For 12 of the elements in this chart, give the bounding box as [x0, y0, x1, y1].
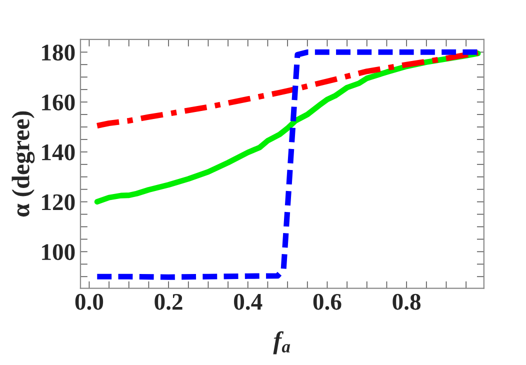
y-tick-label: 140	[42, 144, 75, 160]
x-tick-label: 0.2	[154, 294, 182, 310]
x-tick-label: 0.4	[234, 294, 262, 310]
x-tick-label: 0.6	[313, 294, 342, 310]
y-tick-label: 180	[42, 44, 75, 61]
x-tick-label: 0.0	[75, 294, 104, 310]
x-axis-title: f$_{a}$	[273, 331, 290, 354]
y-axis-title: α (degree)	[12, 111, 35, 217]
x-tick-label: 0.8	[392, 294, 421, 310]
y-tick-label: 120	[42, 194, 75, 210]
y-tick-label: 160	[42, 94, 75, 110]
y-tick-label: 100	[42, 244, 75, 260]
